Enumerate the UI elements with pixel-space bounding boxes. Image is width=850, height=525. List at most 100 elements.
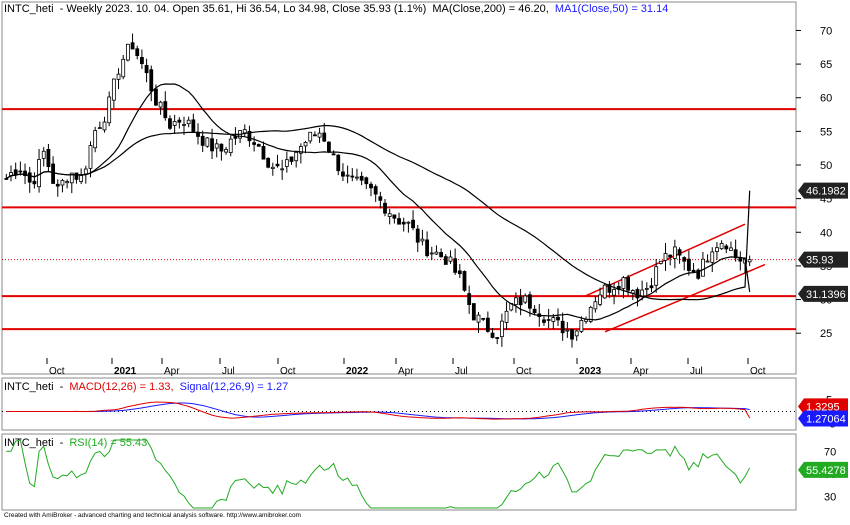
candle-body (434, 251, 439, 255)
candle-body (738, 258, 743, 262)
ma200-badge: 46.1982 (798, 182, 848, 199)
macd-badge-shape (798, 398, 848, 415)
candle-body (392, 214, 397, 219)
rsi-badge: 55.4278 (798, 461, 848, 478)
macd-plot (2, 401, 796, 420)
candle-body (556, 316, 560, 321)
candle-body (579, 320, 584, 332)
candle-body (415, 228, 420, 243)
axes: 70656055504540353025Oct2021AprJulOct2022… (46, 25, 848, 504)
candle-body (663, 253, 668, 261)
candle-body (219, 143, 224, 152)
footer-credit: Created with AmiBroker - advanced charti… (4, 512, 301, 519)
candle-body (378, 196, 383, 201)
candle-body (289, 156, 294, 162)
candle-body (565, 329, 570, 332)
signal-badge-shape (798, 410, 848, 427)
candle-body (27, 172, 32, 183)
candle-body (373, 186, 378, 195)
candle-body (168, 118, 172, 129)
candle-body (191, 119, 196, 132)
candle-body (322, 132, 327, 142)
candle-body (97, 127, 102, 130)
candle-body (163, 101, 168, 119)
candle-body (504, 310, 509, 323)
candle-body (598, 294, 602, 305)
candle-body (747, 259, 752, 263)
candle-body (125, 43, 130, 61)
candle-body (588, 306, 593, 322)
ma50-line (5, 83, 751, 321)
candle-body (261, 146, 266, 160)
candle-body (467, 293, 472, 305)
candle-body (677, 249, 682, 256)
candle-body (626, 277, 631, 291)
candle-body (65, 181, 70, 184)
x-tick-label: Apr (633, 366, 649, 377)
candle-body (570, 329, 574, 340)
candle-body (719, 243, 724, 250)
candle-body (649, 285, 654, 289)
candle-body (701, 258, 705, 277)
candle-body (560, 320, 565, 334)
candle-body (111, 78, 116, 101)
price-tick-label: 40 (820, 227, 832, 239)
candle-body (439, 252, 444, 258)
x-tick-label: Oct (516, 366, 532, 377)
candle-body (471, 303, 476, 321)
candle-body (32, 180, 37, 185)
candle-body (518, 296, 523, 306)
candle-body (532, 308, 537, 314)
candle-body (355, 176, 359, 179)
price-header: INTC_heti - Weekly 2023. 10. 04. Open 35… (4, 3, 668, 15)
candle-body (247, 130, 252, 142)
macd-badge: 1.3295 (798, 398, 848, 415)
macd-panel (1, 377, 797, 431)
candle-body (462, 271, 467, 291)
candle-body (658, 260, 663, 264)
candle-body (214, 143, 219, 149)
macd-header: INTC_heti - MACD(12,26) = 1.33, Signal(1… (4, 381, 288, 393)
x-tick-label: 2021 (114, 366, 137, 377)
candle-body (635, 289, 640, 299)
rsi-plot (6, 439, 751, 509)
candle-body (154, 88, 158, 106)
candle-body (542, 319, 546, 323)
close-badge: 35.93 (798, 251, 848, 268)
candle-body (270, 166, 275, 169)
macd-line (6, 401, 751, 420)
candle-body (457, 270, 462, 275)
x-tick-label: 2023 (579, 366, 602, 377)
x-tick-label: Oct (49, 366, 65, 377)
candle-body (602, 284, 607, 299)
candle-body (364, 177, 369, 185)
rsi-tick-label: 70 (824, 446, 836, 458)
price-tick-label: 65 (820, 59, 832, 71)
candle-body (514, 297, 518, 305)
ma50-badge-shape (798, 285, 848, 302)
candle-body (715, 247, 719, 252)
candle-body (280, 168, 285, 171)
rsi-badge-text: 55.4278 (806, 465, 846, 477)
candle-body (696, 269, 701, 279)
candle-body (51, 163, 55, 184)
channel-lower-line (604, 263, 766, 333)
x-tick-label: Jul (455, 366, 468, 377)
candle-body (298, 146, 303, 154)
candle-body (691, 269, 696, 273)
candle-body (443, 256, 448, 265)
price-tick-label: 50 (820, 160, 832, 172)
candle-body (312, 134, 317, 137)
price-tick-label: 60 (820, 93, 832, 105)
candle-body (453, 258, 458, 273)
candle-body (621, 277, 626, 289)
candle-body (724, 245, 729, 250)
price-tick-label: 55 (820, 126, 832, 138)
rsi-header: INTC_heti - RSI(14) = 55.43 (4, 437, 147, 449)
candle-body (116, 73, 121, 80)
candle-body (420, 238, 425, 242)
candle-body (710, 251, 715, 263)
candle-body (23, 170, 27, 177)
rsi-tick-label: 30 (824, 492, 836, 504)
